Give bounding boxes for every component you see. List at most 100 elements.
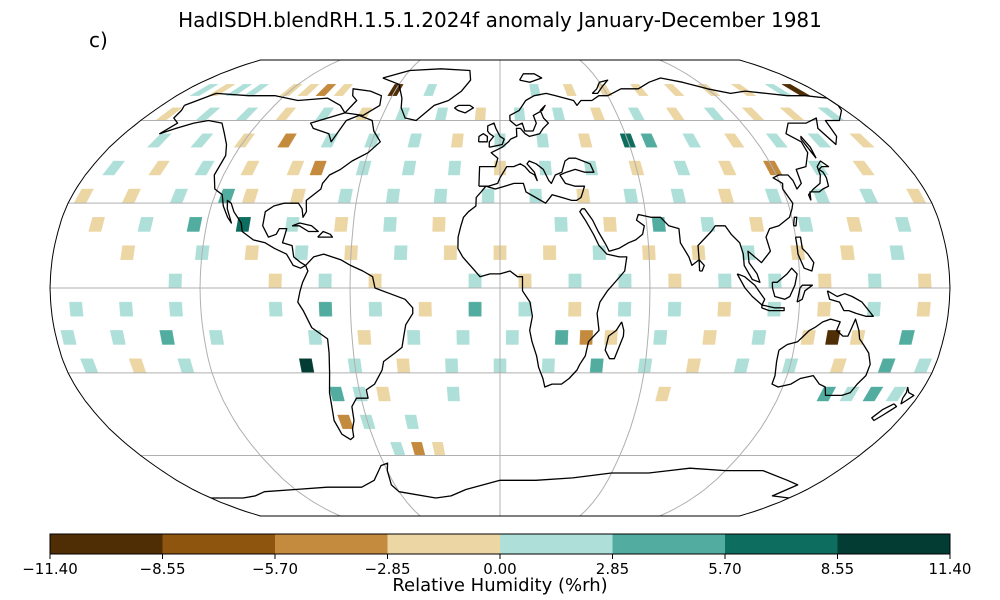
anomaly-cell bbox=[168, 273, 182, 289]
anomaly-cell bbox=[797, 217, 814, 232]
anomaly-cell bbox=[807, 133, 832, 148]
anomaly-cell bbox=[433, 188, 448, 204]
anomaly-cell bbox=[294, 245, 309, 260]
colorbar-segment bbox=[725, 534, 838, 554]
anomaly-cell bbox=[617, 301, 632, 317]
anomaly-cell bbox=[128, 358, 147, 373]
anomaly-cell bbox=[299, 358, 315, 373]
anomaly-cell bbox=[765, 133, 788, 148]
new-zealand-south-coast bbox=[871, 403, 898, 422]
colorbar-segment bbox=[837, 534, 951, 554]
anomaly-cell bbox=[268, 273, 282, 289]
anomaly-cell bbox=[431, 442, 446, 456]
colorbar-segment bbox=[50, 534, 163, 554]
anomaly-cell bbox=[73, 188, 94, 204]
anomaly-cell bbox=[456, 330, 470, 345]
anomaly-cell bbox=[159, 330, 175, 345]
baffin-coast bbox=[344, 88, 383, 117]
anomaly-cell bbox=[917, 273, 932, 289]
colorbar-tick-label: −5.70 bbox=[252, 560, 298, 578]
anomaly-cell bbox=[840, 245, 855, 260]
anomaly-cell bbox=[189, 84, 219, 96]
anomaly-cell bbox=[589, 358, 604, 373]
anomaly-cell bbox=[225, 84, 253, 96]
anomaly-cell bbox=[109, 330, 126, 345]
anomaly-cell bbox=[829, 358, 847, 373]
anomaly-cell bbox=[846, 217, 863, 232]
anomaly-cell bbox=[849, 133, 875, 148]
anomaly-cell bbox=[764, 188, 783, 204]
anomaly-cell bbox=[146, 133, 172, 148]
colorbar-tick-label: 0.00 bbox=[483, 560, 516, 578]
anomaly-cell bbox=[505, 330, 519, 345]
meridian-line bbox=[199, 60, 341, 516]
anomaly-cell bbox=[337, 414, 354, 429]
colorbar-segment bbox=[612, 534, 726, 554]
anomaly-cell bbox=[627, 107, 646, 121]
japan-coast bbox=[807, 160, 830, 201]
anomaly-cell bbox=[240, 160, 260, 176]
anomaly-cell bbox=[434, 107, 449, 121]
cuba-coast bbox=[291, 222, 319, 233]
anomaly-cell bbox=[217, 188, 236, 204]
anomaly-cell bbox=[551, 107, 566, 121]
anomaly-cell bbox=[333, 84, 354, 96]
anomaly-cell bbox=[137, 217, 154, 232]
anomaly-cell bbox=[568, 301, 582, 317]
anomaly-cell bbox=[121, 188, 141, 204]
anomaly-cell bbox=[817, 301, 832, 317]
anomaly-cell bbox=[825, 330, 841, 345]
sulawesi-coast bbox=[796, 284, 814, 303]
anomaly-cell bbox=[368, 301, 383, 317]
anomaly-cell bbox=[536, 133, 550, 148]
ireland-coast bbox=[477, 133, 489, 143]
anomaly-cell bbox=[885, 386, 907, 402]
sri-lanka-coast bbox=[698, 259, 705, 272]
anomaly-cell bbox=[407, 133, 422, 148]
anomaly-cell bbox=[592, 245, 607, 260]
colorbar-segment bbox=[500, 534, 613, 554]
anomaly-cell bbox=[390, 442, 406, 456]
anomaly-cell bbox=[177, 358, 195, 373]
anomaly-cell bbox=[866, 301, 881, 317]
anomaly-cell bbox=[443, 245, 457, 260]
anomaly-cell bbox=[849, 330, 866, 345]
anomaly-cell bbox=[277, 133, 297, 148]
anomaly-cell bbox=[543, 245, 557, 260]
anomaly-cell bbox=[194, 107, 221, 121]
anomaly-cell bbox=[730, 84, 757, 96]
anomaly-cell bbox=[906, 188, 927, 204]
taiwan-coast bbox=[792, 216, 798, 227]
anomaly-cell bbox=[667, 301, 682, 317]
uk-coast bbox=[486, 122, 505, 148]
anomaly-cell bbox=[309, 160, 327, 176]
anomaly-cell bbox=[102, 160, 126, 176]
iceland-coast bbox=[454, 104, 475, 114]
anomaly-cell bbox=[673, 160, 691, 176]
anomaly-cell bbox=[518, 273, 532, 289]
anomaly-cell bbox=[318, 301, 333, 317]
anomaly-cell bbox=[328, 386, 345, 402]
anomaly-cell bbox=[529, 188, 543, 204]
anomaly-cell bbox=[396, 358, 411, 373]
anomaly-cell bbox=[867, 273, 882, 289]
anomaly-cell bbox=[406, 330, 421, 345]
new-guinea-coast bbox=[826, 290, 874, 317]
anomaly-cell bbox=[749, 217, 765, 232]
colorbar-tick-label: −2.85 bbox=[365, 560, 411, 578]
anomaly-cell bbox=[651, 217, 666, 232]
anomaly-cell bbox=[474, 107, 487, 121]
graticule bbox=[50, 60, 950, 516]
anomaly-cell bbox=[481, 188, 495, 204]
anomaly-cell bbox=[859, 188, 879, 204]
anomaly-cell bbox=[307, 330, 323, 345]
colorbar-segment bbox=[162, 534, 276, 554]
anomaly-cell bbox=[274, 107, 297, 121]
anomaly-cell bbox=[207, 84, 236, 96]
eurasia-africa-coast bbox=[457, 77, 843, 388]
anomaly-cell bbox=[148, 160, 170, 176]
anomaly-cell bbox=[334, 217, 349, 232]
anomaly-cell bbox=[169, 188, 188, 204]
anomaly-cell bbox=[401, 160, 417, 176]
anomaly-cell bbox=[529, 84, 541, 96]
